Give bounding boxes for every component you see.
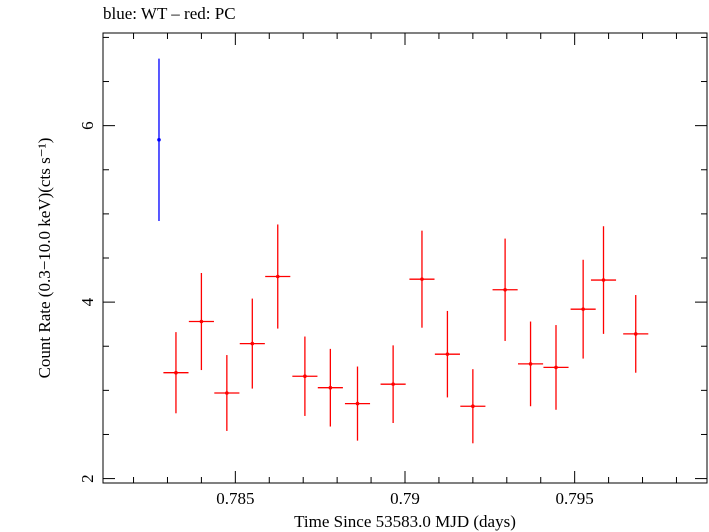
chart-title: blue: WT – red: PC xyxy=(103,4,236,23)
data-point xyxy=(409,230,435,328)
point-marker xyxy=(174,370,178,375)
data-point xyxy=(157,58,161,221)
point-marker xyxy=(554,365,558,370)
point-marker xyxy=(633,332,638,336)
data-point xyxy=(517,321,544,407)
point-marker xyxy=(328,385,333,390)
point-marker xyxy=(157,137,161,142)
point-marker xyxy=(391,382,395,386)
x-axis-ticks: 0.785 0.79 0.795 xyxy=(133,33,677,508)
data-point xyxy=(570,259,596,359)
data-point xyxy=(292,336,318,416)
series-pc xyxy=(163,224,649,444)
y-axis-ticks: 2 4 6 xyxy=(78,36,707,483)
point-marker xyxy=(303,374,307,379)
y-tick-label: 6 xyxy=(78,121,97,130)
point-marker xyxy=(471,404,475,409)
data-point xyxy=(543,325,569,410)
y-axis-label: Count Rate (0.3−10.0 keV)(cts s⁻¹) xyxy=(35,138,54,379)
data-point xyxy=(188,273,214,371)
data-point xyxy=(590,226,617,334)
point-marker xyxy=(420,277,424,281)
point-marker xyxy=(250,341,255,346)
x-tick-label: 0.785 xyxy=(216,489,254,508)
series-wt xyxy=(157,58,161,221)
data-point xyxy=(434,310,460,398)
data-point xyxy=(163,332,189,414)
point-marker xyxy=(199,319,204,324)
point-marker xyxy=(581,307,585,311)
data-point xyxy=(239,298,265,389)
point-marker xyxy=(503,287,507,292)
data-point xyxy=(492,238,518,341)
point-marker xyxy=(528,362,533,366)
y-tick-label: 4 xyxy=(78,297,97,306)
point-marker xyxy=(355,401,360,406)
data-point xyxy=(344,366,371,441)
data-point xyxy=(317,348,343,427)
data-point xyxy=(380,345,406,423)
x-axis-label: Time Since 53583.0 MJD (days) xyxy=(294,512,516,531)
data-series xyxy=(157,58,649,444)
y-tick-label: 2 xyxy=(78,474,97,483)
plot-frame xyxy=(102,32,708,484)
data-point xyxy=(265,224,291,329)
point-marker xyxy=(601,278,606,282)
point-marker xyxy=(225,391,229,395)
data-point xyxy=(460,369,486,444)
point-marker xyxy=(445,352,450,356)
x-tick-label: 0.795 xyxy=(556,489,594,508)
x-tick-label: 0.79 xyxy=(390,489,420,508)
data-point xyxy=(214,355,240,431)
point-marker xyxy=(275,274,280,279)
data-point xyxy=(623,295,649,373)
